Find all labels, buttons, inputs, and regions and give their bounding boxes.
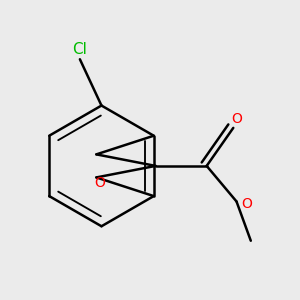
Text: O: O [241,197,252,211]
Text: O: O [94,176,106,190]
Text: O: O [232,112,242,126]
Text: Cl: Cl [73,42,87,57]
